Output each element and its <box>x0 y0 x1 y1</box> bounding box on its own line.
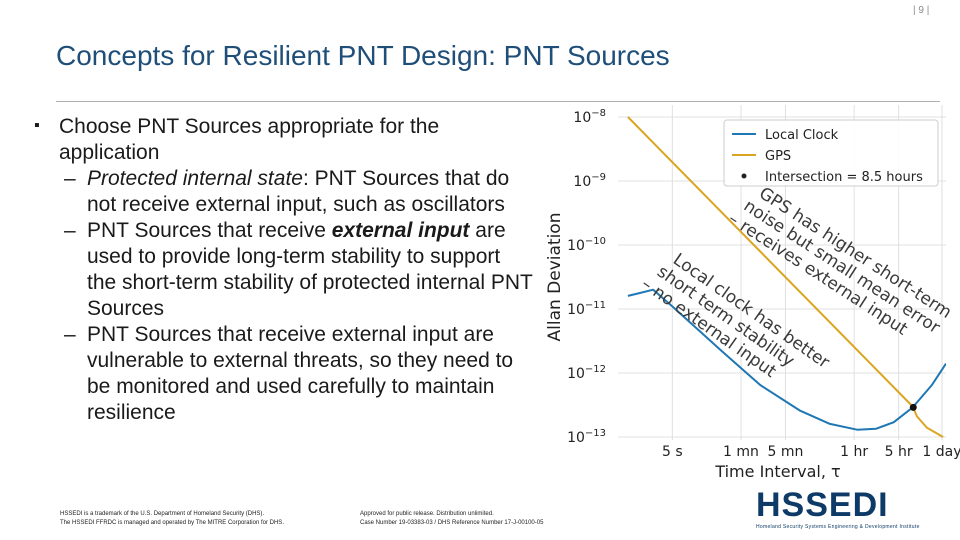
x-axis-label: Time Interval, τ <box>714 462 840 481</box>
footer-approval-line2: Case Number 19-03383-03 / DHS Reference … <box>360 520 544 526</box>
sub-bullet-external-text: are used to provide long-term stability … <box>87 219 533 320</box>
sub-bullet-external-emph: external input <box>331 219 470 242</box>
x-tick-label: 1 hr <box>840 444 868 460</box>
sub-bullet-external: – PNT Sources that receive external inpu… <box>34 218 534 322</box>
footer-approval-line1: Approved for public release. Distributio… <box>360 511 494 517</box>
y-tick-label: 10−10 <box>567 236 606 254</box>
x-tick-label: 5 mn <box>768 444 804 460</box>
y-tick-exponent: −11 <box>585 300 606 311</box>
footer-trademark-line1: HSSEDI is a trademark of the U.S. Depart… <box>60 511 265 517</box>
logo-subtitle: Homeland Security Systems Engineering & … <box>756 524 920 530</box>
x-tick-label: 5 s <box>662 444 683 460</box>
sub-bullet-protected: – Protected internal state: PNT Sources … <box>34 166 534 218</box>
x-tick-label: 1 mn <box>723 444 759 460</box>
y-tick-exponent: −9 <box>591 172 606 183</box>
gps-line <box>627 116 944 438</box>
slide-title: Concepts for Resilient PNT Design: PNT S… <box>56 40 670 71</box>
legend-intersection-label: Intersection = 8.5 hours <box>765 170 923 185</box>
footer-approval: Approved for public release. Distributio… <box>360 510 543 528</box>
y-tick-exponent: −8 <box>591 108 606 119</box>
title-divider <box>56 101 940 102</box>
y-tick-exponent: −12 <box>585 364 606 375</box>
bullet-main-text: Choose PNT Sources appropriate for the a… <box>59 115 440 164</box>
y-axis-label: Allan Deviation <box>545 213 565 342</box>
chart-legend: Local Clock GPS Intersection = 8.5 hours <box>723 119 939 187</box>
page-number: | 9 | <box>913 5 930 16</box>
y-tick-exponent: −10 <box>585 236 606 247</box>
y-tick-label: 10−9 <box>573 172 606 190</box>
y-tick-label: 10−13 <box>567 428 606 446</box>
hssedi-logo: HSSEDI Homeland Security Systems Enginee… <box>756 488 940 530</box>
bullet-list: ▪ Choose PNT Sources appropriate for the… <box>34 114 534 426</box>
sub-bullet-protected-emph: Protected internal state <box>87 167 303 190</box>
dash-icon: – <box>64 219 76 242</box>
square-bullet-icon: ▪ <box>34 117 40 134</box>
logo-wordmark: HSSEDI <box>756 486 889 524</box>
sub-bullet-protected-text: : PNT Sources that do not receive extern… <box>87 167 510 216</box>
dash-icon: – <box>64 323 76 346</box>
bullet-main: ▪ Choose PNT Sources appropriate for the… <box>34 114 534 166</box>
y-tick-base: 10 <box>567 430 585 446</box>
legend-local-clock-label: Local Clock <box>765 128 839 143</box>
y-tick-label: 10−12 <box>567 364 606 382</box>
legend-intersection-marker <box>741 173 747 179</box>
y-tick-base: 10 <box>567 366 585 382</box>
dash-icon: – <box>64 167 76 190</box>
sub-bullet-external-pre: PNT Sources that receive <box>87 219 332 242</box>
y-tick-base: 10 <box>567 238 585 254</box>
y-tick-base: 10 <box>573 174 591 190</box>
sub-bullet-vulnerable: – PNT Sources that receive external inpu… <box>34 322 534 426</box>
sub-bullet-vulnerable-text: PNT Sources that receive external input … <box>87 323 514 424</box>
y-tick-base: 10 <box>567 302 585 318</box>
footer-trademark-line2: The HSSEDI FFRDC is managed and operated… <box>60 520 284 526</box>
footer-trademark: HSSEDI is a trademark of the U.S. Depart… <box>60 510 284 528</box>
y-tick-label: 10−8 <box>573 108 606 126</box>
y-tick-label: 10−11 <box>567 300 606 318</box>
x-tick-label: 1 day <box>922 444 960 460</box>
x-tick-label: 5 hr <box>885 444 913 460</box>
y-tick-exponent: −13 <box>585 428 606 439</box>
legend-gps-label: GPS <box>765 149 791 164</box>
intersection-point <box>909 403 917 411</box>
y-tick-base: 10 <box>573 110 591 126</box>
